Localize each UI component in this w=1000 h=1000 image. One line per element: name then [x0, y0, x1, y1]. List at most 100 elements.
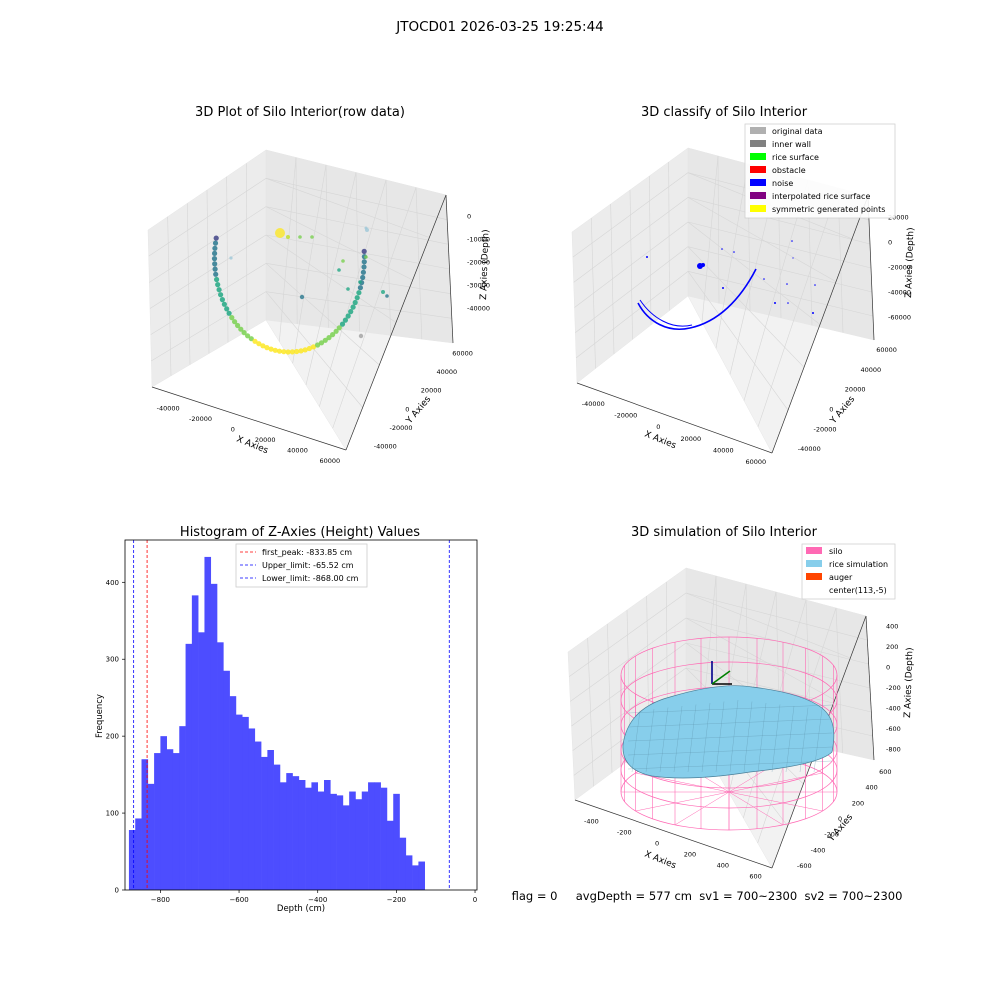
plot1-raw-point [212, 240, 219, 246]
plot1-raw-point [238, 326, 244, 332]
histogram-y-tick-label: 200 [106, 733, 119, 741]
plot2-legend-label: rice surface [772, 153, 819, 162]
plot2-legend-label: interpolated rice surface [772, 192, 870, 201]
histogram-bar [128, 830, 136, 890]
histogram-bar [217, 642, 224, 890]
status-line: flag = 0 avgDepth = 577 cm sv1 = 700~230… [512, 889, 903, 903]
plot4-z-tick-label: -600 [886, 725, 901, 733]
histogram-bar [273, 764, 281, 890]
histogram-x-tick-label: −200 [387, 896, 406, 904]
plot1-raw-point [241, 330, 247, 336]
plot1-raw-point [350, 304, 356, 310]
plot2-noise-point [786, 283, 788, 285]
plot1-raw-point [212, 245, 218, 251]
plot1-x-tick-label: 60000 [319, 457, 340, 465]
histogram-bar [185, 643, 193, 890]
plot4-legend-label: center(113,-5) [829, 586, 887, 595]
plot1-raw-point [342, 317, 348, 323]
plot4-legend: silo rice simulation auger center(113,-5) [801, 543, 896, 600]
plot2-z-axis-line [867, 195, 875, 341]
plot1-scatter-point [364, 226, 368, 230]
plot1-title: 3D Plot of Silo Interior(row data) [195, 105, 405, 120]
histogram-bar [248, 728, 256, 890]
plot1-grid-line [151, 291, 267, 362]
plot1-raw-point [213, 271, 219, 277]
plot2-noise-point [763, 278, 765, 280]
plot4-x-tick-label: 400 [717, 862, 729, 870]
plot2-noise-point [792, 257, 794, 259]
plot4-x-tick-label: 0 [655, 840, 659, 848]
histogram-bar [380, 787, 388, 890]
plot1-raw-point [356, 290, 362, 296]
plot1-x-tick-label: -20000 [189, 415, 212, 423]
plot1-raw-point [232, 319, 238, 325]
plot1-raw-point [330, 332, 336, 338]
plot1-x-tick-label: -40000 [157, 404, 180, 412]
plot1-grid-line [265, 291, 363, 408]
plot1-raw-point [264, 345, 270, 351]
plot2-zlabel: Z Axies (Depth) [904, 227, 916, 298]
plot1-raw-point [285, 349, 291, 355]
plot4-x-axis-line [574, 799, 773, 869]
plot2-y-tick-label: 20000 [845, 386, 866, 394]
plot1-raw-point [212, 261, 218, 267]
plot4-rice-mesh-line [631, 710, 641, 773]
plot2-tick-labels: -40000 -20000 0 20000 40000 60000 -40000 -20000… [582, 214, 911, 467]
histogram-bar [412, 865, 419, 890]
plot4-z-tick-label: 200 [886, 643, 898, 651]
plot2-noise-point [701, 263, 705, 267]
plot1-raw-point [361, 248, 367, 254]
plot1-raw-point [219, 297, 225, 303]
plot2-x-tick-label: 60000 [745, 458, 766, 466]
plot4-legend-swatch [806, 560, 822, 567]
histogram-bars [128, 556, 425, 890]
plot1-raw-point [289, 349, 295, 355]
histogram-legend-label: first_peak: -833.85 cm [262, 548, 352, 557]
plot1-scatter-point [298, 235, 302, 239]
plot2-noise-arc-inner [639, 299, 693, 327]
plot1-raw-point [212, 250, 218, 256]
plot1-y-tick-label: -40000 [374, 443, 397, 451]
plot1-raw-point [302, 347, 308, 353]
plot1-raw-point [252, 338, 258, 344]
plot1-raw-point [333, 328, 339, 334]
plot4-x-tick-label: -400 [584, 818, 599, 826]
histogram-bar [349, 791, 356, 890]
plot2-noise-arc [637, 268, 757, 330]
plot1-raw-point [215, 282, 221, 288]
plot1-z-tick-label: -30000 [467, 282, 490, 290]
histogram-bar [160, 736, 167, 890]
plot2-legend-swatch [750, 192, 766, 199]
plot2-grid-line [575, 271, 689, 359]
plot1-raw-point [357, 285, 363, 291]
plot4-rice-mesh-line [799, 707, 809, 773]
plot1-raw-point [229, 315, 235, 321]
plot2-legend-frame [744, 123, 896, 219]
plot1-y-tick-label: 20000 [421, 387, 442, 395]
plot1-raw-point [306, 345, 312, 352]
plot1-y-tick-label: 40000 [437, 368, 458, 376]
plot1-points [211, 226, 389, 355]
plot2-grid-line [687, 271, 874, 317]
plot2-noise-point [812, 312, 814, 314]
histogram-bar [305, 787, 312, 890]
histogram-bar [393, 793, 400, 890]
histogram-bar [317, 791, 325, 890]
histogram-bar [198, 632, 205, 890]
plot1-raw-point [352, 299, 358, 306]
histogram-bar [374, 782, 381, 890]
histogram-bar [324, 780, 331, 890]
histogram-bar [286, 773, 293, 890]
plot2-legend-label: obstacle [772, 166, 806, 175]
histogram-bar [210, 583, 218, 890]
plot2-legend-swatch [750, 127, 766, 134]
histogram-bar [154, 753, 161, 890]
plot2-x-axis-line [576, 382, 773, 454]
plot1-raw-point [214, 276, 220, 283]
plot4-rice-mesh-line [627, 760, 833, 770]
plot1-3d-raw: 3D Plot of Silo Interior(row data) -4000… [147, 105, 491, 465]
plot2-legend: original data inner wall rice surface obsta… [744, 123, 896, 219]
plot4-rice-mesh-line [645, 708, 655, 773]
plot1-raw-point [212, 266, 218, 272]
histogram-bar [355, 799, 363, 890]
